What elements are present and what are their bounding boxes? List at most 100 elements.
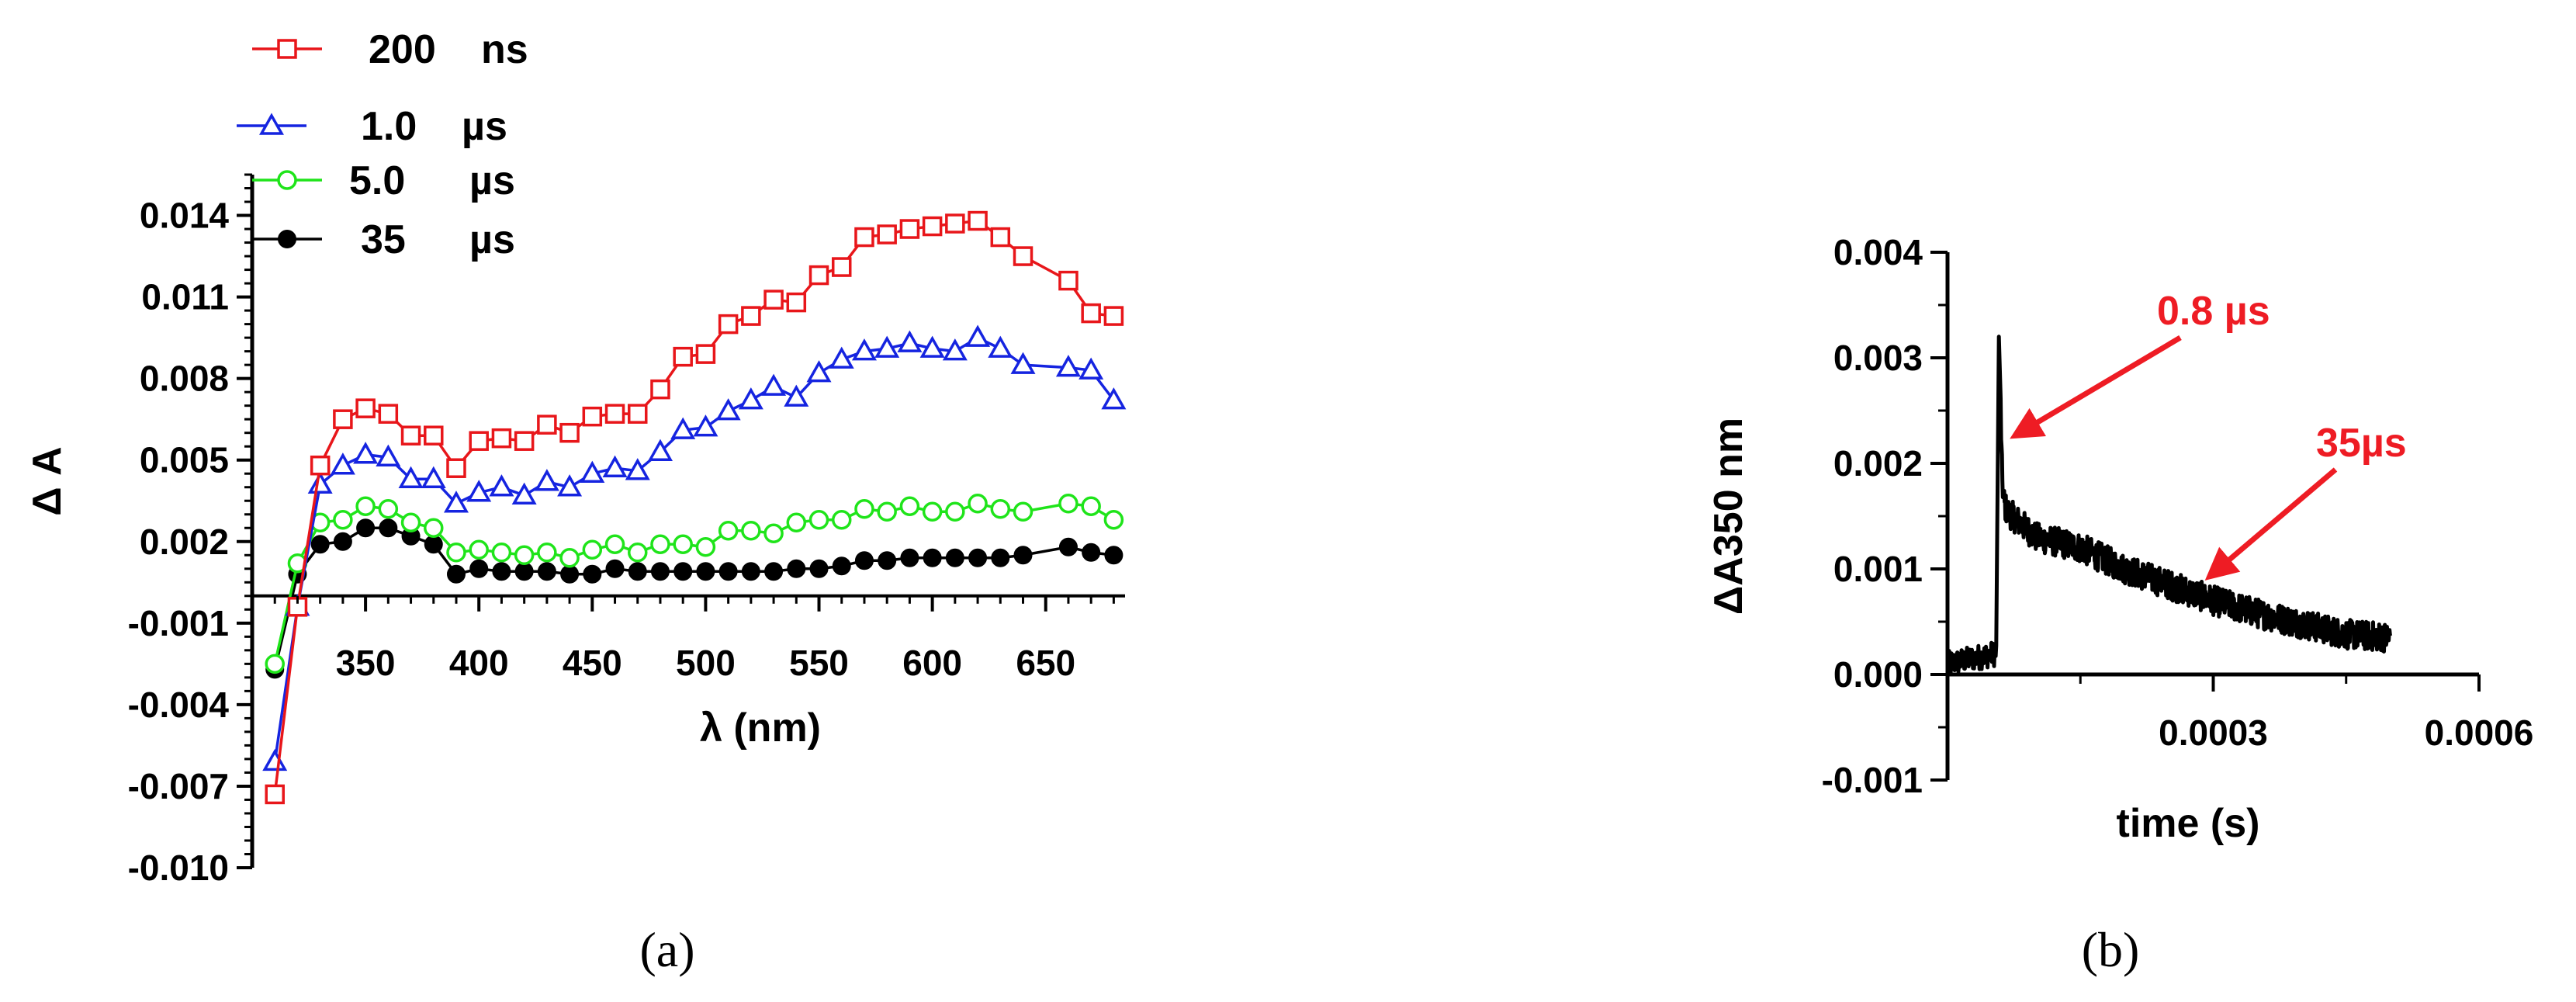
chart-a-data-point	[718, 314, 739, 335]
chart-b-trace-path	[1945, 335, 2393, 674]
chart-a-data-point	[991, 548, 1010, 567]
chart-a-data-point	[764, 562, 784, 581]
chart-a-data-point	[923, 548, 942, 567]
chart-a-data-point	[899, 219, 920, 239]
chart-a-data-point	[265, 654, 285, 674]
chart-b-trace	[1945, 335, 2393, 674]
chart-b-y-tick-label: 0.000	[1833, 654, 1923, 695]
chart-a-data-point	[400, 512, 421, 533]
chart-a-data-point	[492, 562, 511, 581]
chart-a-data-point	[854, 498, 874, 519]
chart-a-data-point	[647, 439, 673, 461]
chart-a-data-point	[854, 227, 874, 248]
chart-a-data-point	[1101, 387, 1127, 410]
legend-marker	[278, 230, 296, 248]
chart-a-data-point	[945, 213, 965, 234]
chart-a-data-point	[400, 425, 421, 446]
chart-a-axes: -0.010 -0.007 -0.004 -0.001 0.002 0.005 0.008 0…	[128, 173, 1115, 888]
chart-a-data-point	[968, 548, 988, 567]
chart-b-y-tick-label: -0.001	[1822, 760, 1923, 800]
chart-a-series-1	[262, 324, 1127, 771]
chart-a-series-0	[265, 210, 1124, 805]
chart-b-y-tick-label: 0.003	[1833, 338, 1923, 378]
chart-a-data-point	[877, 224, 897, 244]
chart-a-data-point	[1010, 352, 1036, 374]
chart-a-data-point	[695, 344, 716, 364]
chart-a-data-point	[832, 556, 851, 576]
chart-a-series-line	[273, 219, 1114, 795]
chart-a-data-point	[511, 482, 537, 504]
chart-a-data-point	[829, 346, 854, 369]
chart-a-x-tick-label: 450	[563, 643, 622, 683]
chart-a-data-point	[1081, 496, 1101, 516]
chart-a-data-point	[990, 227, 1011, 248]
chart-b-axes: -0.001 0.000 0.001 0.002 0.003 0.004 0.0003 0.0…	[1822, 232, 2534, 800]
chart-a-data-point	[922, 216, 943, 237]
chart-a-data-point	[604, 404, 625, 424]
chart-a-data-point	[831, 257, 852, 277]
chart-a-data-point	[489, 474, 514, 497]
chart-a-data-point	[424, 518, 444, 539]
chart-a-data-point	[854, 551, 874, 570]
chart-a-data-point	[763, 523, 784, 544]
chart-a-x-tick-label: 400	[449, 643, 509, 683]
chart-a-data-point	[310, 535, 330, 554]
chart-a-y-tick-label: -0.004	[128, 685, 230, 725]
chart-a-data-point	[446, 543, 466, 563]
chart-a-data-point	[353, 442, 379, 464]
chart-a-data-point	[1013, 246, 1034, 266]
chart-a-data-point	[514, 562, 534, 581]
chart-a-data-point	[831, 509, 852, 530]
chart-a-data-point	[696, 562, 715, 581]
chart-a-data-point	[602, 455, 628, 477]
chart-a-data-point	[379, 518, 398, 538]
annotation-arrow-0-8us	[2010, 335, 2182, 439]
chart-a-data-point	[784, 384, 809, 407]
chart-a-data-point	[466, 480, 492, 502]
chart-a-data-point	[378, 498, 399, 519]
chart-a-data-point	[1055, 355, 1081, 377]
chart-a-data-point	[469, 559, 489, 578]
chart-a-data-point	[421, 466, 446, 488]
chart-a-data-point	[763, 290, 784, 310]
panel-b-label: (b)	[2082, 922, 2140, 977]
chart-a-data-point	[806, 360, 832, 383]
chart-a-data-point	[605, 559, 625, 578]
chart-a-data-point	[899, 496, 920, 516]
chart-a-data-point	[851, 338, 877, 361]
chart-a-data-point	[968, 210, 988, 231]
chart-a-y-tick-label: 0.008	[140, 359, 229, 399]
chart-a-data-point	[650, 379, 670, 400]
chart-a-data-point	[965, 324, 991, 347]
chart-a-data-point	[559, 422, 580, 443]
chart-a-data-point	[378, 404, 399, 424]
chart-b-annotations: 0.8 µs 35µs	[2010, 289, 2407, 581]
chart-a-data-point	[1103, 509, 1124, 530]
legend-unit: µs	[462, 104, 507, 149]
panel-a-label: (a)	[639, 922, 694, 977]
chart-a-x-tick-label: 600	[902, 643, 962, 683]
chart-a-data-point	[990, 498, 1011, 519]
chart-a-data-point	[446, 458, 466, 478]
chart-a-data-point	[628, 404, 648, 424]
chart-a-series-group	[262, 210, 1127, 805]
chart-a-data-point	[968, 493, 988, 514]
chart-a-data-point	[582, 406, 603, 427]
chart-a-data-point	[376, 444, 401, 466]
chart-a-data-point	[628, 543, 648, 563]
chart-a-data-point	[988, 335, 1013, 358]
chart-a-data-point	[537, 562, 556, 581]
chart-a-data-point	[355, 496, 376, 516]
chart-a-data-point	[469, 431, 489, 451]
legend-value: 35	[361, 217, 406, 262]
chart-a-transient-spectra: -0.010 -0.007 -0.004 -0.001 0.002 0.005 0.008 0…	[25, 27, 1127, 888]
chart-a-data-point	[877, 501, 897, 522]
chart-a-data-point	[310, 455, 331, 476]
chart-a-data-point	[897, 330, 923, 352]
chart-a-data-point	[265, 784, 285, 805]
chart-a-data-point	[582, 539, 603, 560]
chart-a-data-point	[1104, 546, 1124, 565]
chart-a-data-point	[809, 559, 829, 578]
chart-a-series-line	[273, 336, 1115, 762]
